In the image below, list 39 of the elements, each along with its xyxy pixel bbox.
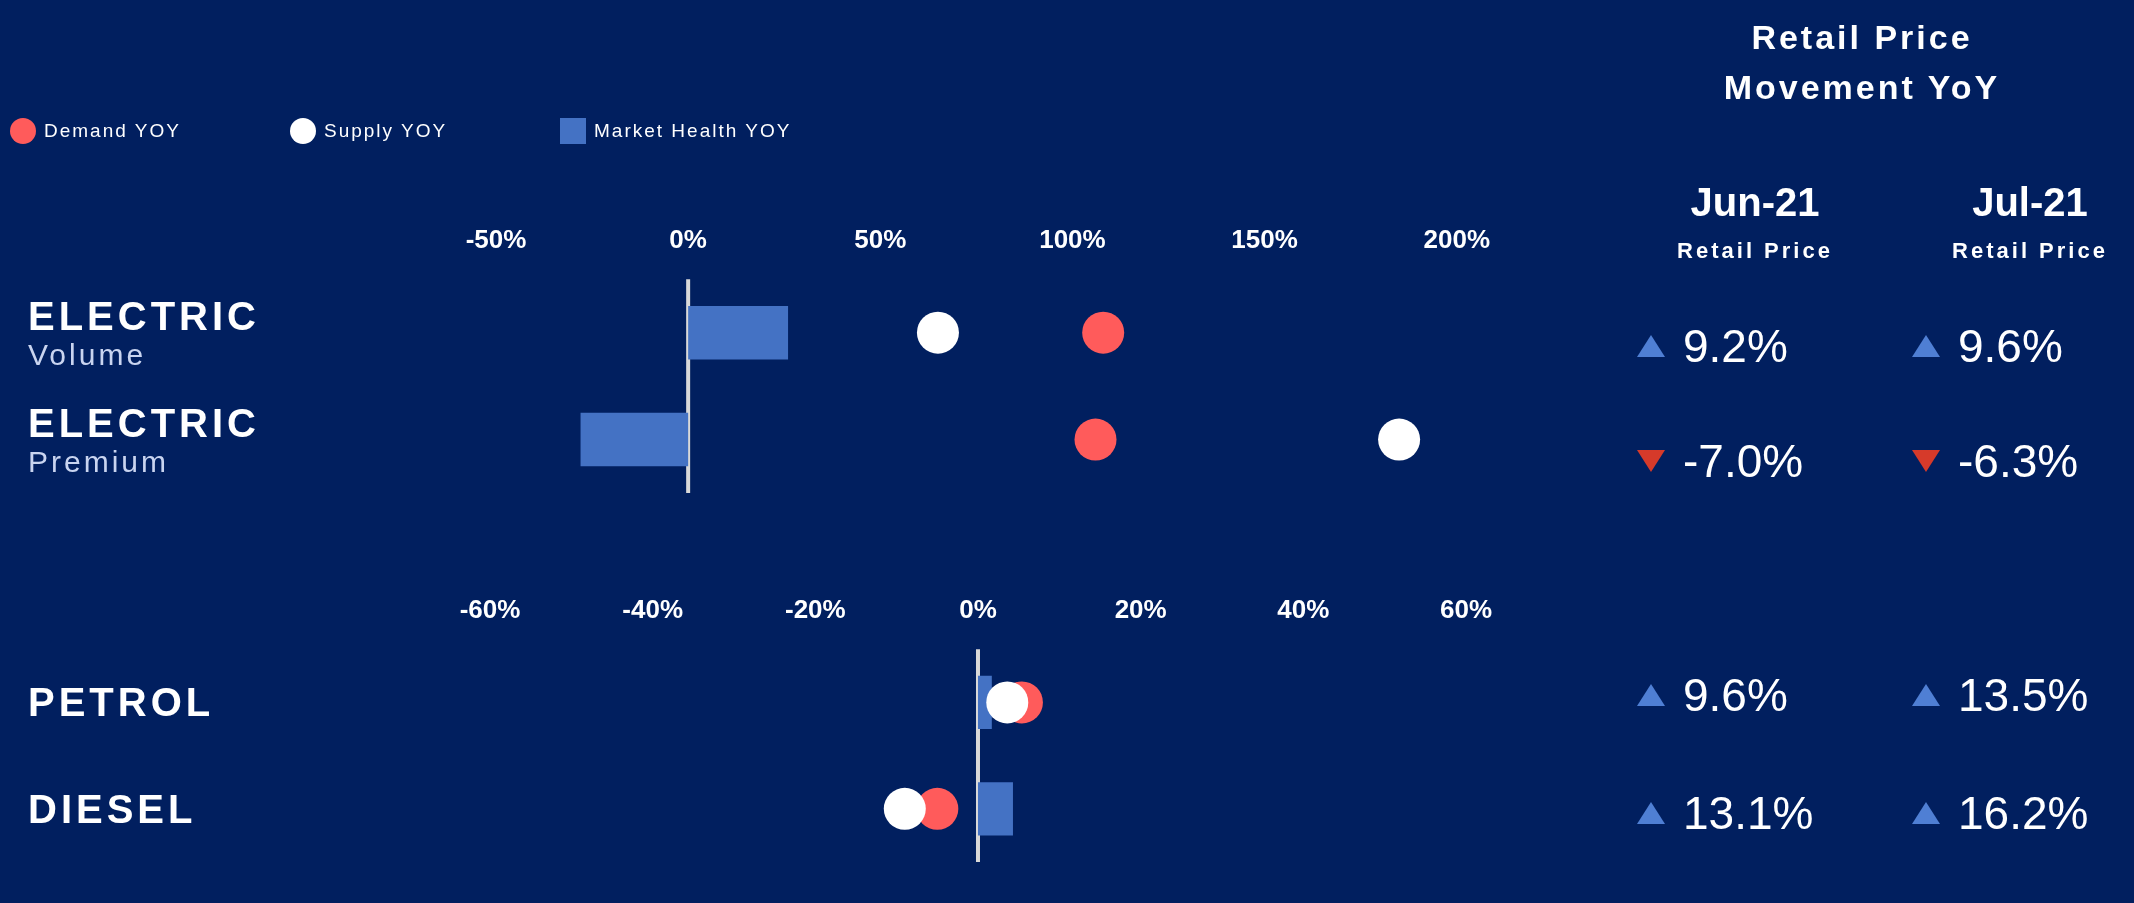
text: Jun-21 <box>1689 180 1821 225</box>
y-tick-label: ELECTRIC Premium <box>28 400 260 479</box>
x-tick-label: 150% <box>1231 223 1298 254</box>
text: Retail Price <box>1951 238 2109 264</box>
x-tick-label: -20% <box>784 593 846 624</box>
legend-label: Supply YOY <box>324 120 448 142</box>
y-tick-label: ELECTRIC Volume <box>28 293 260 372</box>
x-tick-label: 50% <box>854 223 907 254</box>
point <box>916 311 959 354</box>
point <box>1082 311 1125 354</box>
text: 16.2% <box>1958 786 2089 840</box>
text: 9.6% <box>1958 319 2063 373</box>
x-tick-label: -60% <box>459 593 521 624</box>
legend-label: Demand YOY <box>44 120 181 142</box>
y-tick-label: PETROL <box>28 680 215 725</box>
legend-label: Market Health YOY <box>594 120 792 142</box>
y-tick-label: DIESEL <box>28 786 197 831</box>
text: Retail Price <box>1676 238 1834 264</box>
text: Retail Price Movement YoY <box>1722 17 2002 108</box>
x-tick-label: -40% <box>622 593 684 624</box>
text: 9.2% <box>1683 319 1788 373</box>
point <box>986 681 1029 724</box>
text: 13.5% <box>1958 668 2089 722</box>
x-tick-label: 60% <box>1439 593 1492 624</box>
x-tick-label: 0% <box>669 223 707 254</box>
text: -6.3% <box>1958 434 2079 488</box>
x-tick-label: -50% <box>465 223 527 254</box>
text: -7.0% <box>1683 434 1804 488</box>
point <box>883 787 926 830</box>
x-tick-label: 100% <box>1039 223 1106 254</box>
x-tick-label: 0% <box>959 593 997 624</box>
x-tick-label: 40% <box>1277 593 1330 624</box>
point <box>1378 418 1421 461</box>
x-tick-label: 200% <box>1423 223 1490 254</box>
text: 9.6% <box>1683 668 1788 722</box>
text: 13.1% <box>1683 786 1814 840</box>
text: Jul-21 <box>1971 180 2089 225</box>
point <box>1074 418 1117 461</box>
x-tick-label: 20% <box>1114 593 1167 624</box>
